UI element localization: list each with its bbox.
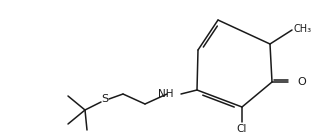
Text: S: S <box>101 94 109 104</box>
Text: Cl: Cl <box>237 124 247 134</box>
Text: NH: NH <box>158 89 174 99</box>
Text: O: O <box>297 77 306 87</box>
Text: CH₃: CH₃ <box>294 24 312 34</box>
